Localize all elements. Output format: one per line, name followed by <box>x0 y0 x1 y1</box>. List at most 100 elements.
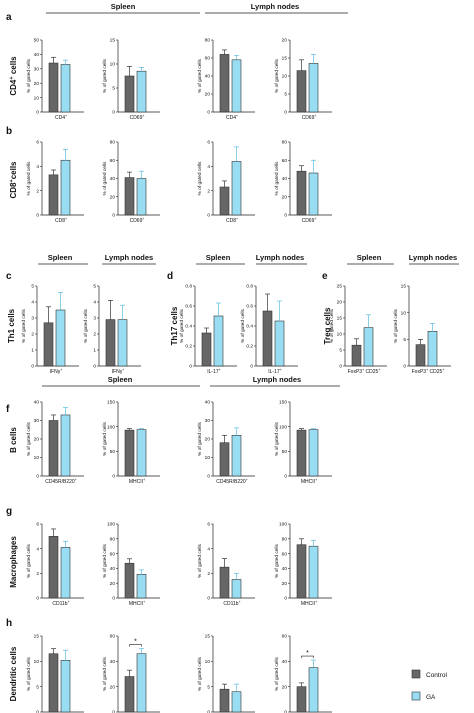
bar-control <box>296 544 307 599</box>
bar-ga <box>60 159 71 216</box>
bar-ga <box>427 331 438 367</box>
y-tick-label: 0 <box>207 710 210 713</box>
y-tick-label: 15 <box>401 284 407 290</box>
row-label-h: Dendritic cells <box>9 646 18 701</box>
chart-g-3: 0 20 40 60 80 100 % of gated cells MHCII+ <box>274 522 332 607</box>
chart-b-1: 0 20 40 60 80 % of gated cells CD69+ <box>102 140 160 224</box>
bar-control <box>296 429 307 477</box>
y-tick-label: 10 <box>34 455 40 461</box>
y-tick-label: 1 <box>31 348 34 354</box>
y-tick-label: 3 <box>31 316 34 322</box>
y-tick-label: 20 <box>282 684 288 690</box>
y-tick-label: 15 <box>205 634 211 640</box>
bar-ga <box>60 414 71 477</box>
chart-a-1: 0 5 10 15 % of gated cells CD69+ <box>102 38 160 121</box>
y-tick-label: 0 <box>112 474 115 480</box>
y-tick-label: 40 <box>282 176 288 182</box>
y-tick-label: 150 <box>107 400 115 406</box>
y-axis-label: % of gated cells <box>240 308 246 342</box>
bar-ga <box>274 320 285 367</box>
y-tick-label: 10 <box>282 74 288 80</box>
bar-control <box>48 420 59 477</box>
y-tick-label: 0.4 <box>185 324 192 330</box>
chart-a-0: 0 10 20 30 40 50 % of gated cells CD4+ <box>26 38 84 121</box>
y-axis-label: % of gated cells <box>274 161 280 195</box>
y-tick-label: 4 <box>31 300 34 306</box>
y-tick-label: 50 <box>282 449 288 455</box>
y-tick-label: 40 <box>34 52 40 58</box>
panel-letter-h: h <box>6 618 12 629</box>
bar-ga <box>363 327 374 367</box>
bar-ga <box>117 319 128 367</box>
y-tick-label: 0 <box>36 110 39 116</box>
bar-control <box>351 344 362 367</box>
bar-ga <box>308 545 319 599</box>
chart-d-0: 0 0.2 0.4 0.6 0.8 % of gated cells IL-17+ <box>179 284 237 375</box>
y-tick-label: 0 <box>284 596 287 602</box>
legend-label-control: Control <box>426 672 448 679</box>
y-tick-label: 0 <box>207 474 210 480</box>
panel-letter-g: g <box>6 506 12 517</box>
y-tick-label: 0 <box>284 110 287 116</box>
y-tick-label: 2 <box>207 571 210 577</box>
y-tick-label: 20 <box>110 194 116 200</box>
y-axis-label: % of gated cells <box>274 421 280 455</box>
y-tick-label: 60 <box>110 634 116 640</box>
bar-control <box>124 429 135 477</box>
bar-control <box>219 442 230 477</box>
bar-control <box>124 177 135 216</box>
y-tick-label: 4 <box>36 546 39 552</box>
x-category-label: FoxP3+ CD25+ <box>348 368 381 375</box>
x-category-label: CD8+ <box>226 217 238 224</box>
bar-ga <box>60 64 71 113</box>
y-tick-label: 3 <box>93 316 96 322</box>
y-tick-label: 60 <box>110 551 116 557</box>
x-category-label: CD11b+ <box>223 600 240 607</box>
y-tick-label: 80 <box>282 140 288 146</box>
x-category-label: CD4+ <box>226 114 238 121</box>
group-header-c-1: Lymph nodes <box>105 253 153 262</box>
y-tick-label: 4 <box>93 300 96 306</box>
y-axis-label: % of gated cells <box>329 308 335 342</box>
y-tick-label: 0 <box>284 710 287 713</box>
group-header-a-1: Lymph nodes <box>251 2 299 11</box>
bar-control <box>124 75 135 113</box>
x-category-label: FoxP3+ CD25+ <box>412 368 445 375</box>
panel-letter-b: b <box>6 126 12 137</box>
chart-f-1: 0 50 100 150 % of gated cells MHCII+ <box>102 400 160 485</box>
y-tick-label: 0 <box>112 596 115 602</box>
x-category-label: MHCII+ <box>129 600 145 607</box>
x-category-label: MHCII+ <box>129 478 145 485</box>
y-tick-label: 4 <box>207 164 210 170</box>
chart-g-0: 0 2 4 6 % of gated cells CD11b+ <box>26 522 84 607</box>
row-label-f: B cells <box>9 427 18 453</box>
bar-ga <box>60 660 71 713</box>
y-tick-label: 20 <box>282 38 288 44</box>
y-tick-label: 100 <box>107 424 115 430</box>
bar-ga <box>136 653 147 713</box>
y-tick-label: 0 <box>339 364 342 370</box>
y-tick-label: 20 <box>34 437 40 443</box>
y-tick-label: 0.6 <box>185 304 192 310</box>
y-tick-label: 10 <box>337 332 343 338</box>
significance-bracket <box>129 644 142 647</box>
x-category-label: IFNγ+ <box>50 368 63 375</box>
y-tick-label: 25 <box>337 284 343 290</box>
y-tick-label: 50 <box>110 449 116 455</box>
legend: Control GA <box>411 669 448 701</box>
y-tick-label: 40 <box>282 566 288 572</box>
y-tick-label: 20 <box>34 81 40 87</box>
y-tick-label: 150 <box>279 400 287 406</box>
row-label-d: Th17 cells <box>170 306 179 345</box>
row-label-e: Treg cells <box>323 307 332 344</box>
row-label-c: Th1 cells <box>7 308 16 343</box>
panel-letter-f: f <box>6 404 10 415</box>
x-category-label: CD45R/B220+ <box>216 478 248 485</box>
y-axis-label: % of gated cells <box>197 543 203 577</box>
y-tick-label: 0 <box>36 710 39 713</box>
group-header-c-0: Spleen <box>48 253 73 262</box>
x-category-label: CD69+ <box>130 114 145 121</box>
group-header-d-0: Spleen <box>206 253 231 262</box>
y-tick-label: 80 <box>110 537 116 543</box>
